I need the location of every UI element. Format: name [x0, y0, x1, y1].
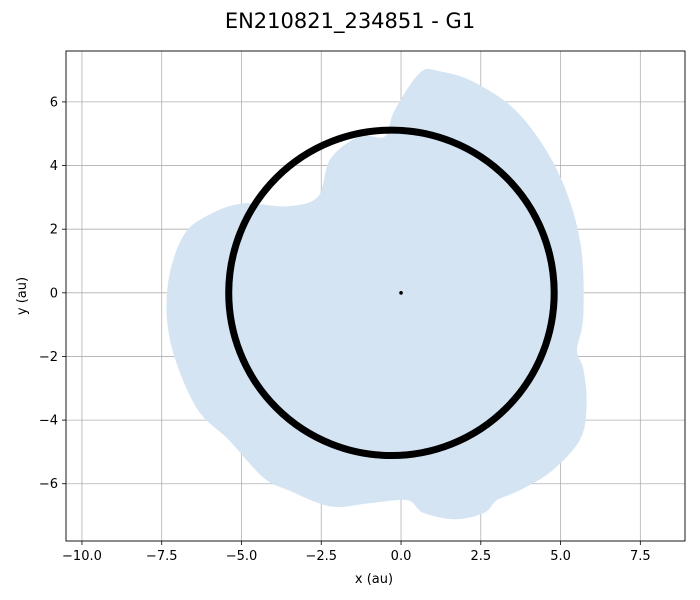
planet-orbit-ring: [225, 126, 558, 460]
central-star-point: [399, 291, 403, 295]
x-axis-label: x (au): [355, 572, 393, 587]
y-axis-label: y (au): [15, 277, 30, 315]
x-tick-label: 2.5: [470, 549, 491, 564]
x-tick-label: 0.0: [391, 549, 412, 564]
y-tick-label: 4: [50, 159, 58, 174]
x-tick-label: −5.0: [226, 549, 258, 564]
y-tick-label: −6: [39, 477, 58, 492]
plot-area: [166, 68, 587, 520]
x-tick-label: 5.0: [550, 549, 571, 564]
axes-frame: [65, 50, 686, 542]
y-tick-label: −4: [39, 414, 58, 429]
y-tick-label: 2: [50, 223, 58, 238]
y-tick-label: 0: [50, 286, 58, 301]
x-tick-label: −2.5: [305, 549, 337, 564]
x-tick-label: −7.5: [146, 549, 178, 564]
chart-title: EN210821_234851 - G1: [225, 9, 475, 34]
y-tick-label: −2: [39, 350, 58, 365]
x-tick-label: 7.5: [630, 549, 651, 564]
x-tick-label: −10.0: [62, 549, 102, 564]
axis-ticks: −10.0 −7.5 −5.0 −2.5 0.0 2.5 5.0 7.5 −6 −4 −2 0 2 4 6: [39, 95, 651, 564]
y-tick-label: 6: [50, 95, 58, 110]
